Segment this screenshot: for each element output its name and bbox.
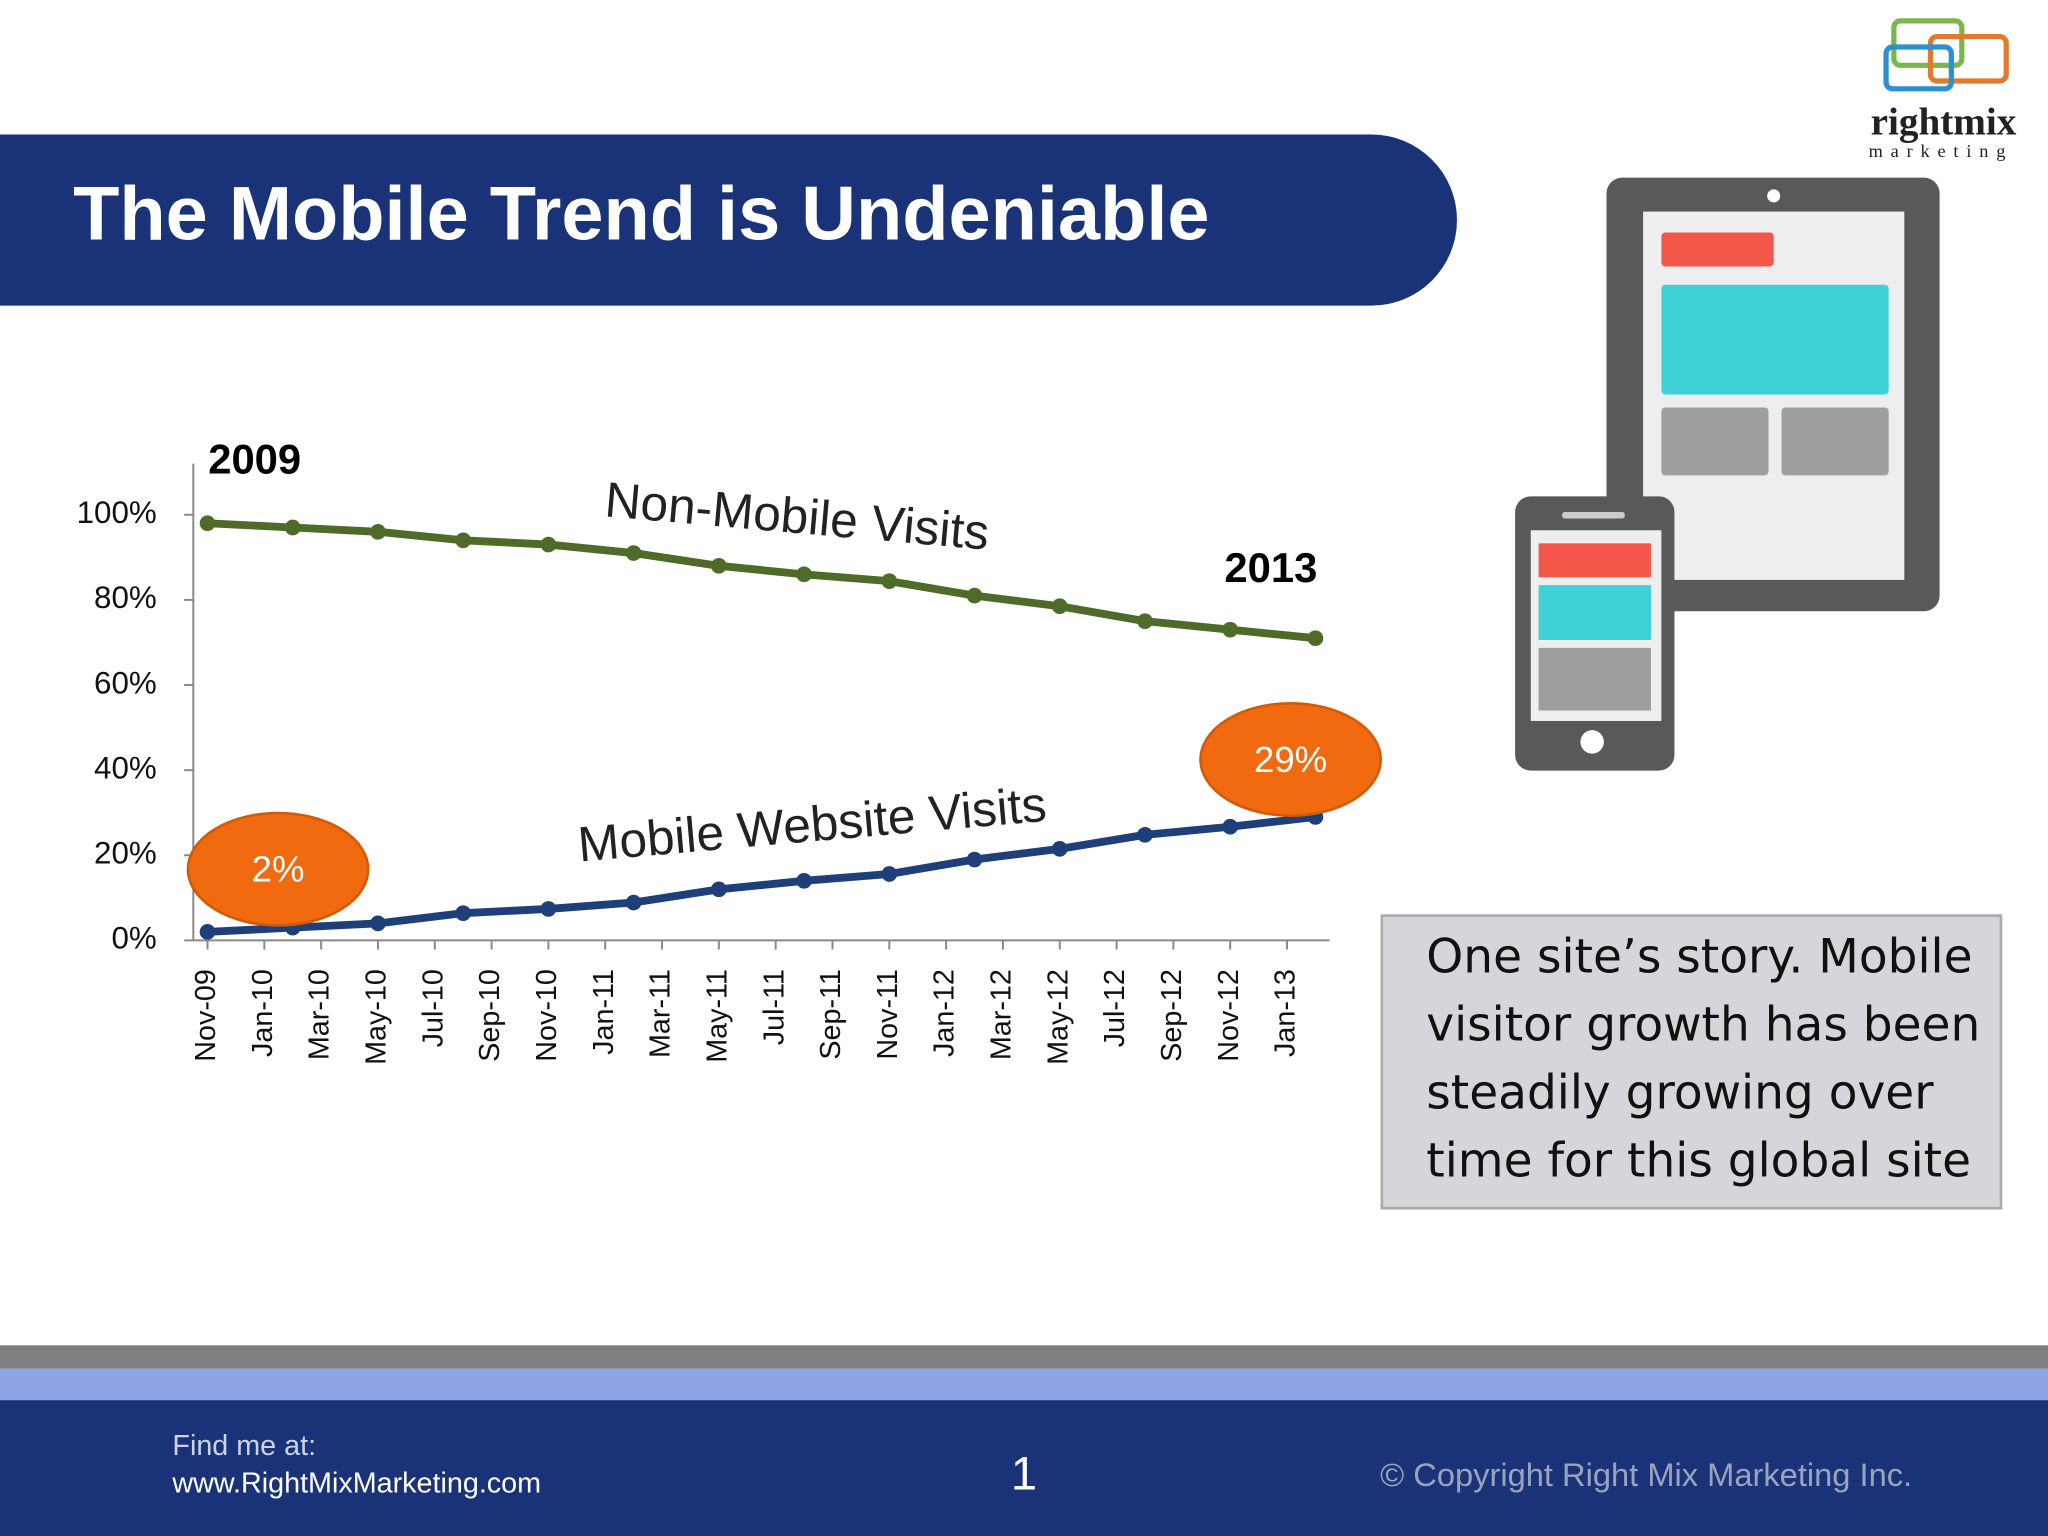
data-point [540, 901, 557, 917]
year-label: 2009 [208, 435, 301, 482]
x-tick-label: Jul-11 [758, 969, 790, 1045]
data-point [199, 924, 216, 940]
y-tick-label: 100% [77, 495, 157, 530]
x-tick-label: Jan-11 [588, 969, 620, 1055]
x-tick-label: Jul-12 [1099, 969, 1131, 1047]
data-point [1222, 818, 1239, 835]
x-tick-label: Jan-10 [247, 969, 279, 1057]
title: The Mobile Trend is Undeniable [73, 171, 1209, 256]
x-tick-label: Mar-11 [645, 969, 677, 1058]
chart: 0% 20% 40% 60% 80% 100% Nov-09 Jan-10 Mar-10 May-… [77, 463, 1383, 1065]
data-point [1051, 598, 1068, 615]
footer-stripe [0, 1345, 2048, 1369]
data-point [966, 587, 983, 604]
x-tick-label: May-10 [361, 969, 393, 1065]
data-point [711, 557, 727, 574]
data-point [370, 523, 386, 540]
series-line [207, 813, 1316, 936]
value-bubble [1199, 702, 1383, 817]
footer-band [0, 1400, 2048, 1536]
data-point [284, 519, 301, 536]
title-band [0, 134, 1457, 306]
data-point [1051, 841, 1068, 857]
data-point [881, 573, 898, 589]
y-tick-label: 20% [94, 836, 157, 871]
callout-box [1380, 914, 2003, 1210]
data-point [455, 532, 472, 549]
data-point [966, 851, 983, 868]
device-illustration [1515, 177, 1940, 771]
x-tick-label: Sep-11 [815, 969, 847, 1059]
series-line [207, 519, 1316, 643]
y-tick-label: 80% [94, 580, 157, 615]
footer-stripe [0, 1368, 2048, 1401]
callout-line: One site’s story. Mobile [1426, 930, 1972, 985]
value-label: 2% [252, 848, 305, 889]
x-tick-label: Nov-11 [872, 969, 904, 1059]
page-number: 1 [1011, 1447, 1037, 1500]
x-tick-label: Jan-13 [1270, 969, 1302, 1057]
data-point [1222, 621, 1239, 638]
callout-line: time for this global site [1426, 1133, 1971, 1188]
x-tick-label: May-12 [1042, 969, 1074, 1065]
value-bubble [186, 811, 370, 927]
data-point [625, 894, 642, 911]
data-point [540, 536, 557, 553]
footer-url[interactable]: www.RightMixMarketing.com [171, 1468, 541, 1500]
value-label: 29% [1254, 739, 1327, 780]
data-point [370, 915, 386, 932]
x-tick-label: Sep-10 [474, 969, 506, 1062]
copyright: © Copyright Right Mix Marketing Inc. [1380, 1456, 1912, 1493]
data-point [881, 866, 898, 882]
data-point [1137, 613, 1153, 630]
y-tick-label: 40% [94, 750, 157, 785]
y-tick-label: 0% [111, 921, 156, 956]
x-tick-label: Mar-12 [986, 969, 1018, 1060]
year-label: 2013 [1224, 544, 1317, 591]
x-tick-label: Jan-12 [929, 969, 961, 1057]
data-point [1137, 827, 1153, 843]
x-tick-label: Sep-12 [1156, 969, 1188, 1062]
callout-line: visitor growth has been [1426, 997, 1980, 1052]
data-point [199, 515, 216, 532]
x-tick-label: Nov-12 [1213, 969, 1245, 1062]
x-tick-label: May-11 [701, 969, 733, 1063]
data-point [796, 872, 812, 889]
y-tick-label: 60% [94, 665, 157, 700]
data-point [796, 566, 812, 583]
data-point [455, 905, 472, 922]
logo-icon [1883, 18, 2009, 92]
logo-name: rightmix [1871, 100, 2017, 143]
logo-tagline: marketing [1869, 141, 2014, 161]
data-point [711, 881, 727, 898]
x-tick-label: Nov-10 [531, 969, 563, 1062]
data-point [1307, 630, 1324, 647]
callout-line: steadily growing over [1426, 1065, 1934, 1120]
x-tick-label: Jul-10 [417, 969, 449, 1047]
series-label: Non-Mobile Visits [603, 471, 992, 560]
footer-find: Find me at: [172, 1430, 316, 1462]
x-tick-label: Nov-09 [190, 969, 222, 1062]
x-tick-label: Mar-10 [304, 969, 336, 1060]
data-point [625, 545, 642, 561]
